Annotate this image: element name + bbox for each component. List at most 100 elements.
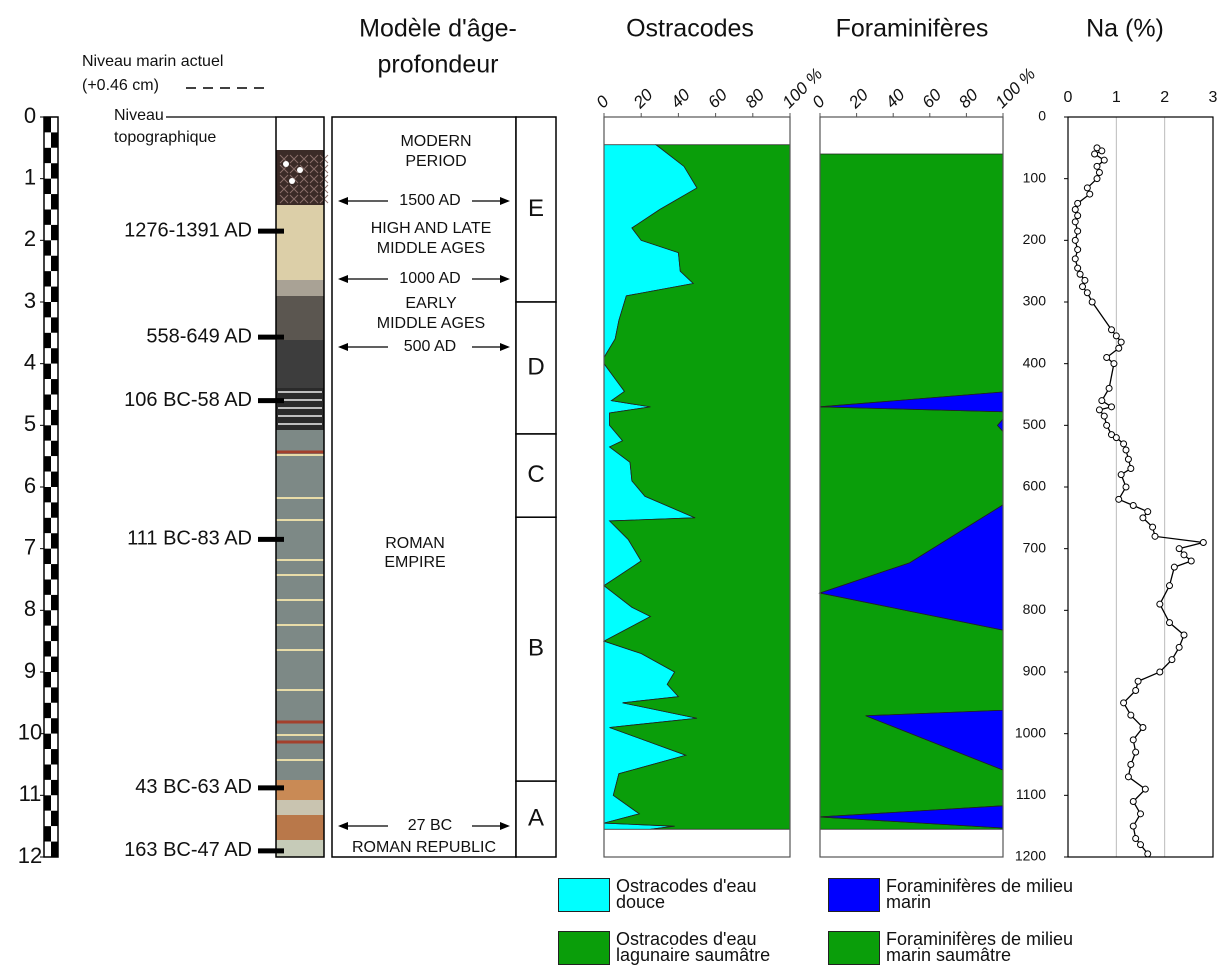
- scale-block: [44, 502, 51, 518]
- scale-block: [51, 255, 58, 272]
- scale-block: [44, 240, 51, 256]
- period-label: MIDDLE AGES: [377, 240, 485, 257]
- point: [1187, 557, 1195, 565]
- scale-block: [51, 718, 58, 734]
- point: [1170, 563, 1178, 571]
- y-tick-label: 500: [1023, 416, 1047, 432]
- core-frame: [275, 116, 325, 858]
- unit-label: C: [527, 461, 544, 488]
- unit-box: [515, 301, 557, 435]
- point: [1144, 850, 1152, 858]
- point: [1120, 699, 1128, 707]
- scale-block: [44, 672, 51, 688]
- scale-block: [51, 533, 58, 549]
- core-layer: [276, 280, 324, 296]
- period-label: MIDDLE AGES: [377, 315, 485, 332]
- scale-block: [44, 348, 51, 364]
- core-layer: [276, 205, 324, 280]
- scale-block: [51, 795, 58, 811]
- point: [1127, 465, 1135, 472]
- core-layer: [276, 780, 324, 800]
- line: [1074, 147, 1204, 855]
- scale-block: [44, 409, 51, 426]
- scale-block: [51, 317, 58, 333]
- point: [1124, 773, 1132, 781]
- core-layer: [276, 340, 324, 388]
- point: [1095, 169, 1103, 176]
- date-label: 1276-1391 AD: [124, 219, 252, 241]
- core-hatch: [309, 184, 319, 194]
- scale-block: [44, 194, 51, 210]
- scale-block: [44, 178, 51, 195]
- scale-block: [51, 625, 58, 642]
- scale-block: [44, 533, 51, 549]
- scale-block: [51, 810, 58, 827]
- point: [1137, 841, 1144, 849]
- scale-block: [51, 379, 58, 395]
- scale-block: [44, 764, 51, 780]
- y-tick-label: 900: [1023, 663, 1047, 679]
- scale-block: [51, 117, 58, 133]
- period-label: HIGH AND LATE: [371, 220, 492, 237]
- scale-block: [44, 471, 51, 487]
- scale-block: [51, 440, 58, 457]
- x-tick-label: 60: [918, 85, 945, 112]
- marker-label: 27 BC: [408, 817, 452, 834]
- core-pebble: [289, 178, 295, 184]
- unit-box: [515, 780, 557, 858]
- point: [1108, 431, 1115, 439]
- depth-label: 5: [24, 411, 36, 436]
- scale-block: [44, 147, 51, 164]
- marker-bg: [388, 338, 472, 356]
- point: [1139, 514, 1147, 522]
- x-tick-label: 20: [844, 85, 872, 113]
- legend-item: Foraminifères de milieu marin: [828, 876, 1086, 912]
- scale-block: [51, 456, 58, 472]
- date-label: 106 BC-58 AD: [124, 389, 252, 411]
- point: [1151, 532, 1159, 540]
- core-layer: [276, 430, 324, 780]
- scale-block: [51, 749, 58, 765]
- point: [1134, 677, 1142, 685]
- scale-block: [44, 641, 51, 657]
- point: [1115, 344, 1123, 352]
- point: [1091, 150, 1099, 158]
- point: [1122, 483, 1130, 491]
- core-hatch: [289, 184, 299, 194]
- point: [1117, 471, 1125, 479]
- scale-block: [51, 363, 58, 380]
- point: [1156, 600, 1164, 608]
- age-model-title: Modèle d'âge-: [359, 15, 517, 43]
- scale-block: [51, 779, 58, 796]
- scale-block: [44, 625, 51, 642]
- date-label: 111 BC-83 AD: [127, 528, 252, 550]
- point: [1122, 446, 1130, 454]
- unit-box: [515, 116, 557, 303]
- y-tick-label: 600: [1023, 478, 1047, 494]
- scale-block: [44, 826, 51, 842]
- figure: Niveau marin actuel (+0.46 cm) Niveau to…: [18, 15, 1218, 868]
- x-tick-label: 60: [704, 85, 731, 112]
- sea-level-value: (+0.46 cm): [82, 77, 159, 94]
- scale-block: [44, 302, 51, 318]
- depth-label: 11: [19, 781, 42, 806]
- legend-label: Foraminifères de milieu marin: [886, 876, 1074, 912]
- point: [1108, 326, 1115, 334]
- scale-block: [44, 841, 51, 857]
- scale-block: [44, 656, 51, 672]
- scale-block: [51, 517, 58, 534]
- point: [1086, 190, 1094, 198]
- period-label: ROMAN: [385, 535, 445, 552]
- scale-block: [51, 394, 58, 410]
- period-label: MODERN: [400, 133, 471, 150]
- core-hatch: [309, 194, 319, 204]
- scale-block: [51, 194, 58, 210]
- scale-block: [51, 764, 58, 780]
- scale-block: [44, 317, 51, 333]
- topography-label: Niveau: [114, 107, 164, 124]
- point: [1076, 270, 1084, 278]
- core-hatch: [289, 164, 299, 174]
- y-tick-label: 1100: [1016, 786, 1046, 802]
- depth-label: 3: [24, 288, 36, 313]
